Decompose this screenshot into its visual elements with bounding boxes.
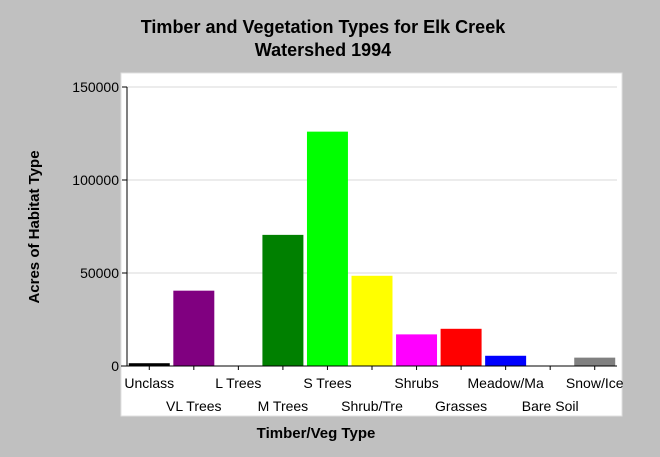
x-tick-label-1: Unclass (124, 375, 174, 391)
y-tick-label-1: 50000 (80, 265, 119, 281)
gridlines (127, 86, 617, 274)
bar-11 (574, 357, 616, 366)
bar-7 (396, 334, 438, 366)
y-axis-title: Acres of Habitat Type (26, 150, 43, 303)
y-axis-ticks: 0 50000 100000 150000 (72, 79, 127, 374)
x-tick-label-9: Meadow/Ma (468, 375, 544, 391)
x-tick-label-3: L Trees (215, 375, 261, 391)
y-tick-label-3: 150000 (72, 79, 119, 95)
x-tick-label-6: Shrub/Tre (341, 398, 403, 414)
bar-9 (485, 355, 527, 366)
bar-2 (173, 290, 215, 366)
x-tick-label-11: Snow/Ice (566, 375, 624, 391)
x-tick-label-8: Grasses (435, 398, 487, 414)
bar-5 (306, 131, 348, 366)
bar-6 (351, 275, 393, 366)
x-tick-label-4: M Trees (258, 398, 309, 414)
bars (128, 131, 616, 366)
y-tick-label-0: 0 (111, 358, 119, 374)
x-tick-label-2: VL Trees (166, 398, 222, 414)
x-tick-label-7: Shrubs (394, 375, 438, 391)
x-tick-label-10: Bare Soil (522, 398, 579, 414)
chart-title-line-1: Timber and Vegetation Types for Elk Cree… (141, 17, 506, 37)
x-axis-ticks: Unclass VL Trees L Trees M Trees S Trees Shru… (124, 366, 624, 414)
bar-4 (262, 234, 304, 366)
y-tick-label-2: 100000 (72, 172, 119, 188)
x-axis-title: Timber/Veg Type (257, 425, 376, 442)
bar-8 (440, 328, 482, 366)
chart-title-line-2: Watershed 1994 (255, 40, 391, 60)
x-tick-label-5: S Trees (303, 375, 351, 391)
bar-1 (128, 363, 170, 366)
